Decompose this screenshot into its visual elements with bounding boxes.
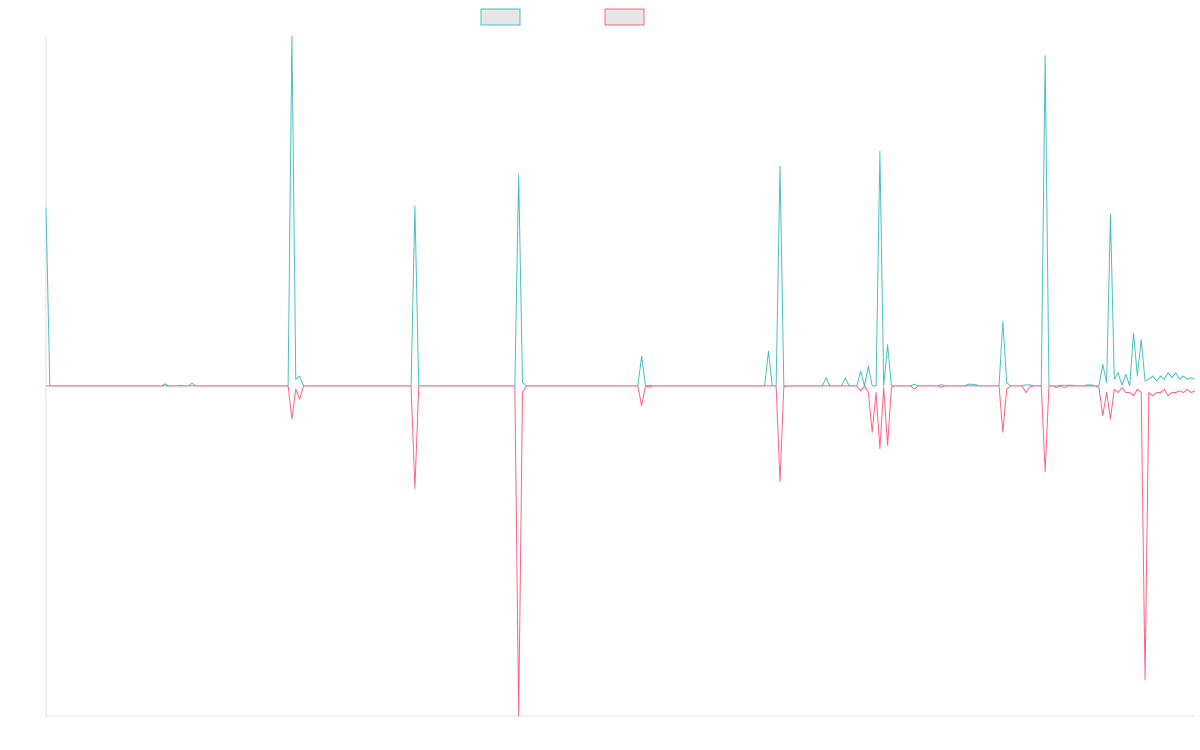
legend-swatch-1[interactable] <box>480 8 521 26</box>
axes <box>45 36 1195 717</box>
series-line-2 <box>46 385 1196 717</box>
plot-area <box>45 35 1196 717</box>
legend <box>480 8 645 26</box>
series-line-1 <box>45 35 1196 387</box>
legend-swatch-2[interactable] <box>604 8 645 26</box>
